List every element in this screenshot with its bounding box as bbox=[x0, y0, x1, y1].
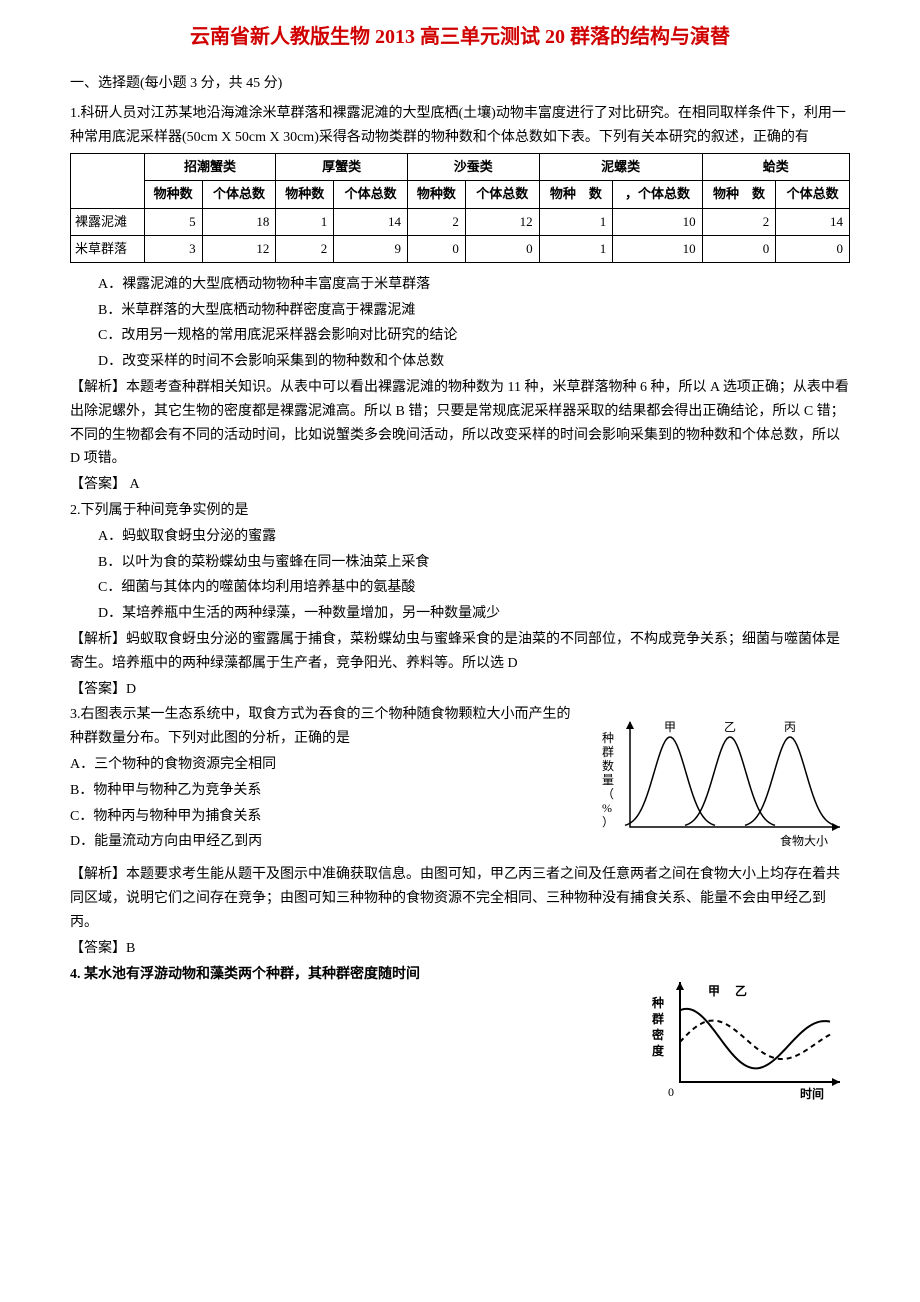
svg-text:群: 群 bbox=[651, 1011, 664, 1026]
table-cell: 12 bbox=[465, 208, 539, 235]
table-cell: 12 bbox=[202, 235, 276, 262]
table-cell: 1 bbox=[276, 208, 334, 235]
table-subheader: 个体总数 bbox=[465, 181, 539, 208]
q1-option-c: C．改用另一规格的常用底泥采样器会影响对比研究的结论 bbox=[98, 324, 850, 348]
page-title: 云南省新人教版生物 2013 高三单元测试 20 群落的结构与演替 bbox=[70, 20, 850, 54]
svg-text:食物大小: 食物大小 bbox=[780, 833, 828, 848]
table-cell: 1 bbox=[539, 235, 613, 262]
q2-option-c: C．细菌与其体内的噬菌体均利用培养基中的氨基酸 bbox=[98, 576, 850, 600]
table-header-blank bbox=[71, 154, 145, 208]
table-header-group: 沙蚕类 bbox=[407, 154, 539, 181]
table-cell: 2 bbox=[276, 235, 334, 262]
svg-text:时间: 时间 bbox=[800, 1086, 824, 1101]
table-cell: 2 bbox=[702, 208, 776, 235]
q3-answer: 【答案】B bbox=[70, 937, 850, 961]
table-subheader: 个体总数 bbox=[202, 181, 276, 208]
table-subheader: 物种 数 bbox=[702, 181, 776, 208]
table-subheader: 物种数 bbox=[407, 181, 465, 208]
section-heading: 一、选择题(每小题 3 分，共 45 分) bbox=[70, 72, 850, 96]
table-cell: 9 bbox=[334, 235, 408, 262]
svg-text:）: ） bbox=[602, 815, 614, 829]
q2-analysis: 【解析】蚂蚁取食蚜虫分泌的蜜露属于捕食，菜粉蝶幼虫与蜜蜂采食的是油菜的不同部位，… bbox=[70, 628, 850, 676]
table-header-group: 厚蟹类 bbox=[276, 154, 408, 181]
svg-text:（: （ bbox=[602, 787, 614, 801]
table-cell: 3 bbox=[144, 235, 202, 262]
table-cell: 0 bbox=[776, 235, 850, 262]
table-subheader: 个体总数 bbox=[776, 181, 850, 208]
table-cell: 1 bbox=[539, 208, 613, 235]
svg-text:量: 量 bbox=[602, 773, 614, 787]
table-cell: 18 bbox=[202, 208, 276, 235]
table-header-group: 泥螺类 bbox=[539, 154, 702, 181]
q2-option-d: D．某培养瓶中生活的两种绿藻，一种数量增加，另一种数量减少 bbox=[98, 602, 850, 626]
q2-stem: 2.下列属于种间竞争实例的是 bbox=[70, 499, 850, 523]
q2-option-a: A．蚂蚁取食蚜虫分泌的蜜露 bbox=[98, 525, 850, 549]
table-cell: 14 bbox=[776, 208, 850, 235]
q2-answer: 【答案】D bbox=[70, 678, 850, 702]
q4-stem-text: 4. 某水池有浮游动物和藻类两个种群，其种群密度随时间 bbox=[70, 967, 420, 982]
table-cell: 10 bbox=[613, 235, 702, 262]
q1-analysis: 【解析】本题考查种群相关知识。从表中可以看出裸露泥滩的物种数为 11 种，米草群… bbox=[70, 376, 850, 471]
table-row: 招潮蟹类 厚蟹类 沙蚕类 泥螺类 蛤类 bbox=[71, 154, 850, 181]
svg-text:群: 群 bbox=[602, 745, 614, 759]
q1-answer: 【答案】 A bbox=[70, 473, 850, 497]
table-subheader: 物种数 bbox=[144, 181, 202, 208]
table-row: 裸露泥滩518114212110214 bbox=[71, 208, 850, 235]
table-row-label: 裸露泥滩 bbox=[71, 208, 145, 235]
table-cell: 0 bbox=[465, 235, 539, 262]
q1-option-b: B．米草群落的大型底栖动物种群密度高于裸露泥滩 bbox=[98, 299, 850, 323]
svg-text:甲: 甲 bbox=[664, 720, 676, 734]
table-cell: 14 bbox=[334, 208, 408, 235]
q3-analysis: 【解析】本题要求考生能从题干及图示中准确获取信息。由图可知，甲乙丙三者之间及任意… bbox=[70, 863, 850, 934]
table-subheader: 物种数 bbox=[276, 181, 334, 208]
q2-option-b: B．以叶为食的菜粉蝶幼虫与蜜蜂在同一株油菜上采食 bbox=[98, 551, 850, 575]
svg-text:乙: 乙 bbox=[735, 984, 747, 998]
q1-option-a: A．裸露泥滩的大型底栖动物物种丰富度高于米草群落 bbox=[98, 273, 850, 297]
title-main: 群落的结构与演替 bbox=[570, 26, 730, 48]
svg-text:种: 种 bbox=[602, 731, 614, 745]
svg-text:密: 密 bbox=[652, 1027, 664, 1042]
data-table: 招潮蟹类 厚蟹类 沙蚕类 泥螺类 蛤类 物种数 个体总数 物种数 个体总数 物种… bbox=[70, 153, 850, 262]
table-cell: 0 bbox=[702, 235, 776, 262]
svg-text:丙: 丙 bbox=[784, 720, 796, 734]
q1-stem: 1.科研人员对江苏某地沿海滩涂米草群落和裸露泥滩的大型底栖(土壤)动物丰富度进行… bbox=[70, 102, 850, 150]
svg-text:甲: 甲 bbox=[708, 984, 720, 998]
q3-chart: 种群数量（%） 食物大小 甲 乙 丙 bbox=[590, 707, 850, 857]
table-subheader: 物种 数 bbox=[539, 181, 613, 208]
table-cell: 10 bbox=[613, 208, 702, 235]
table-cell: 0 bbox=[407, 235, 465, 262]
table-row: 物种数 个体总数 物种数 个体总数 物种数 个体总数 物种 数 ，个体总数 物种… bbox=[71, 181, 850, 208]
table-cell: 5 bbox=[144, 208, 202, 235]
svg-text:度: 度 bbox=[652, 1043, 665, 1058]
svg-text:数: 数 bbox=[602, 758, 614, 773]
title-prefix: 云南省新人教版生物 2013 高三单元测试 20 bbox=[190, 26, 570, 48]
svg-text:%: % bbox=[602, 801, 612, 815]
svg-text:0: 0 bbox=[668, 1085, 674, 1099]
table-cell: 2 bbox=[407, 208, 465, 235]
table-subheader: ，个体总数 bbox=[613, 181, 702, 208]
svg-text:种: 种 bbox=[651, 995, 664, 1010]
table-row: 米草群落312290011000 bbox=[71, 235, 850, 262]
table-row-label: 米草群落 bbox=[71, 235, 145, 262]
table-header-group: 招潮蟹类 bbox=[144, 154, 276, 181]
svg-text:乙: 乙 bbox=[724, 720, 736, 734]
table-header-group: 蛤类 bbox=[702, 154, 849, 181]
table-subheader: 个体总数 bbox=[334, 181, 408, 208]
q4-chart: 0 种群密度时间 甲 乙 bbox=[640, 967, 850, 1107]
q1-option-d: D．改变采样的时间不会影响采集到的物种数和个体总数 bbox=[98, 350, 850, 374]
